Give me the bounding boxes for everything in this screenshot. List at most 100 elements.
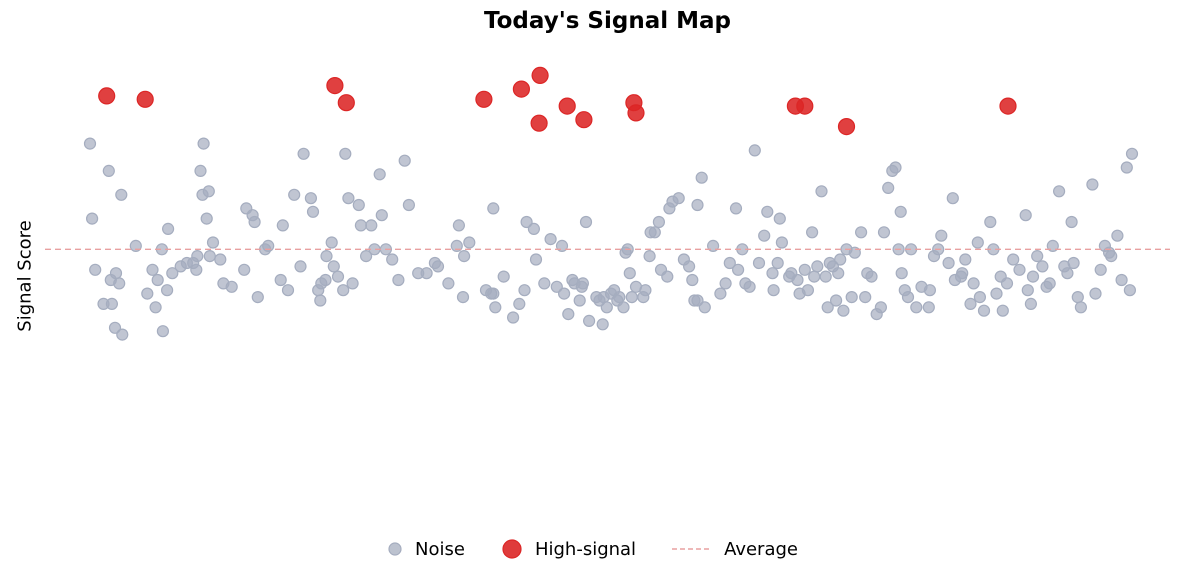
noise-point (625, 291, 638, 304)
legend-item-noise[interactable]: Noise (387, 539, 465, 560)
noise-point (141, 287, 154, 300)
noise-point (339, 147, 352, 160)
noise-point (837, 304, 850, 317)
legend-label-noise: Noise (415, 538, 465, 560)
noise-point (652, 215, 666, 229)
noise-point (1065, 215, 1078, 229)
noise-point (834, 253, 847, 266)
legend: Noise High-signal Average (0, 538, 1185, 560)
noise-point (766, 267, 779, 280)
high-signal-point (627, 104, 645, 122)
noise-point (623, 267, 636, 280)
noise-point (600, 301, 613, 314)
noise-point (487, 287, 500, 300)
noise-point (203, 250, 216, 263)
noise-point (895, 267, 908, 280)
noise-point (360, 250, 373, 263)
noise-point (1067, 256, 1080, 270)
noise-point (1000, 277, 1014, 290)
noise-point (113, 277, 126, 290)
noise-point (672, 192, 685, 205)
noise-point (386, 253, 399, 266)
noise-point (319, 273, 332, 287)
noise-point (513, 297, 526, 310)
legend-item-high-signal[interactable]: High-signal (501, 538, 636, 560)
legend-item-average[interactable]: Average (672, 539, 798, 560)
noise-point (194, 164, 207, 177)
noise-point (773, 212, 786, 225)
noise-point (527, 222, 541, 235)
noise-point (967, 277, 980, 290)
noise-point (1115, 273, 1128, 287)
noise-point (1123, 284, 1137, 297)
noise-point (798, 263, 811, 276)
noise-point (935, 229, 948, 242)
noise-point (582, 314, 596, 327)
noise-point (238, 263, 251, 276)
noise-point (1021, 284, 1034, 297)
noise-point (281, 284, 295, 297)
noise-point (1026, 270, 1040, 283)
noise-point (791, 273, 804, 287)
noise-point (1019, 209, 1032, 222)
noise-point (456, 291, 470, 304)
noise-point (420, 267, 433, 280)
noise-point (325, 236, 338, 249)
noise-point (723, 256, 736, 270)
noise-point (365, 219, 378, 232)
chart-title: Today's Signal Map (483, 8, 731, 34)
noise-point (146, 263, 159, 276)
high-signal-point (337, 94, 355, 112)
noise-point (304, 192, 317, 205)
high-signal-point (558, 97, 576, 115)
noise-point (767, 284, 780, 297)
noise-point (805, 226, 819, 239)
high-signal-point (326, 76, 344, 95)
noise-point (865, 270, 878, 283)
noise-point (1120, 161, 1133, 174)
noise-point (691, 198, 704, 212)
noise-point (576, 277, 590, 290)
noise-point (276, 219, 289, 232)
high-signal-point (136, 90, 154, 108)
noise-point (151, 273, 164, 287)
noise-point (166, 267, 179, 280)
noise-point (698, 301, 711, 314)
legend-label-average: Average (724, 538, 798, 560)
noise-point (161, 284, 174, 297)
noise-point (815, 185, 828, 198)
noise-point (251, 291, 264, 304)
noise-point (320, 250, 333, 263)
noise-point (294, 260, 307, 273)
noise-point (729, 202, 743, 215)
high-signal-point (796, 97, 814, 115)
noise-point (156, 325, 169, 338)
noise-point (463, 236, 476, 249)
noise-point (398, 154, 411, 167)
noise-point (910, 301, 923, 314)
noise-point (682, 260, 696, 273)
high-signal-point (530, 114, 548, 132)
noise-point (497, 270, 510, 283)
noise-point (452, 219, 465, 232)
noise-point (518, 284, 531, 297)
noise-point (719, 277, 732, 290)
noise-point (901, 291, 915, 304)
noise-point (877, 226, 891, 239)
noise-point (1007, 253, 1020, 266)
noise-point (1043, 277, 1056, 290)
noise-point (202, 185, 215, 198)
high-signal-legend-marker (502, 539, 522, 559)
noise-point (197, 137, 210, 150)
noise-point (894, 205, 907, 218)
average-legend-marker (672, 548, 711, 550)
noise-point (1036, 260, 1049, 273)
noise-point (758, 229, 771, 242)
noise-point (731, 263, 745, 276)
noise-point (190, 263, 203, 276)
noise-point (489, 301, 502, 314)
noise-point (1111, 229, 1124, 242)
noise-point (402, 198, 415, 212)
noise-point (442, 277, 455, 290)
noise-point (648, 226, 661, 239)
